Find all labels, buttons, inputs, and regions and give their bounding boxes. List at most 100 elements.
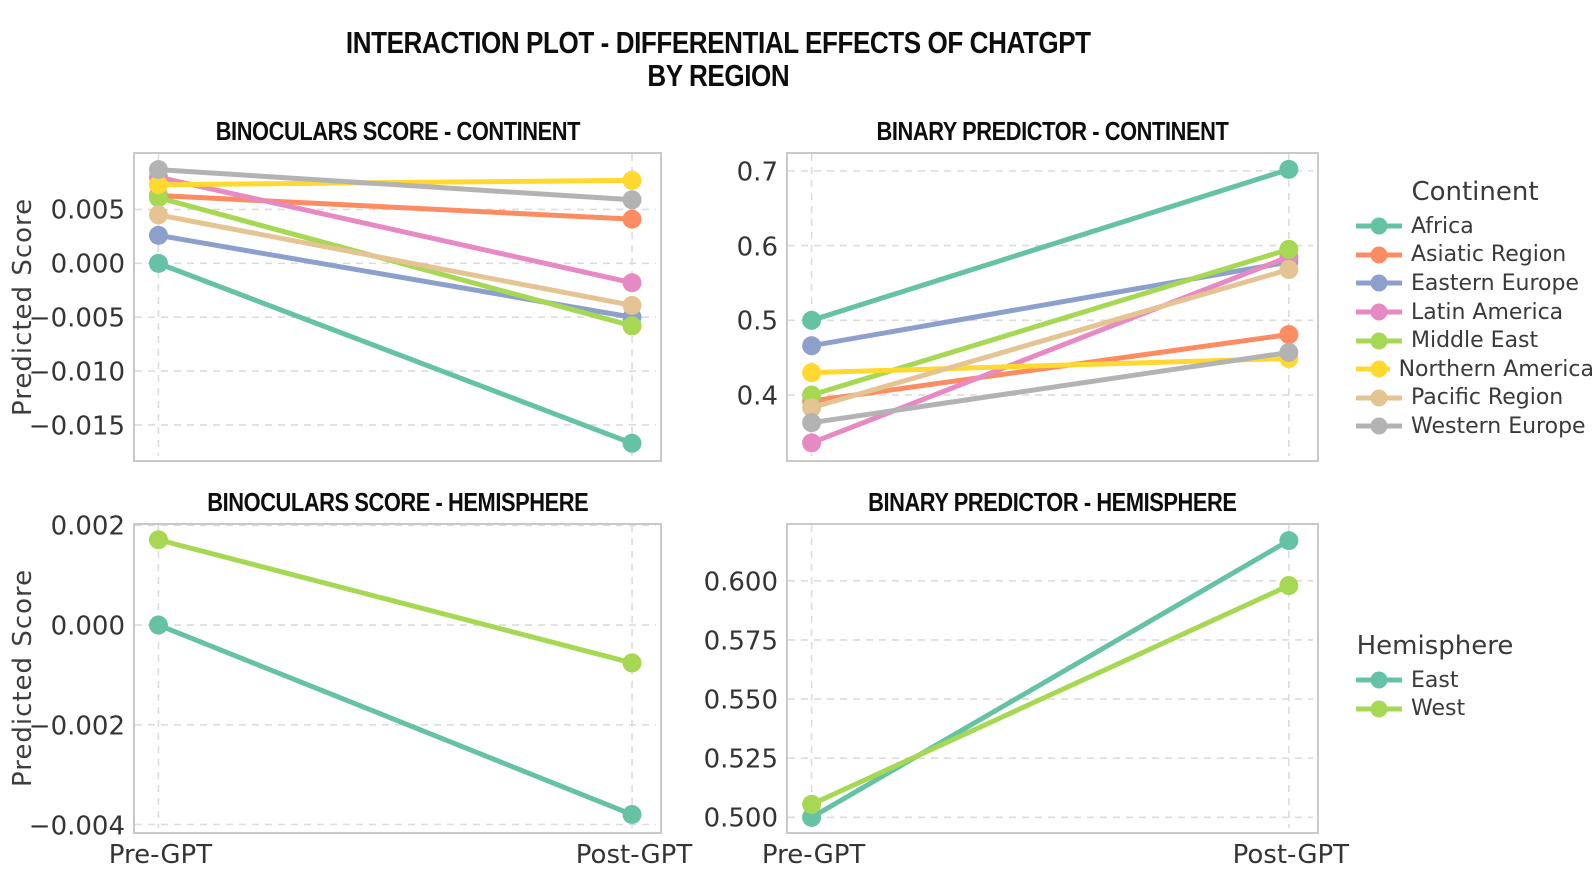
- legend-item-label: Middle East: [1411, 328, 1539, 354]
- subplot-title: BINOCULARS SCORE - HEMISPHERE: [135, 487, 660, 518]
- legend-marker-icon: [1356, 303, 1402, 321]
- series-marker-africa-post-gpt: [1279, 159, 1299, 179]
- y-tick-label: 0.000: [50, 611, 125, 642]
- panel-binoculars-score-continent: BINOCULARS SCORE - CONTINENT 0.005 0.000 −…: [29, 116, 662, 462]
- series-marker-latin-america-pre-gpt: [802, 433, 822, 453]
- legend-marker-icon: [1356, 417, 1402, 435]
- series-line-latin-america: [155, 174, 635, 286]
- legend-hemisphere-title: Hemisphere: [1356, 631, 1514, 661]
- legend-marker-dot: [1370, 700, 1388, 718]
- legend-marker-icon: [1356, 274, 1402, 292]
- legend-item-label: Asiatic Region: [1411, 242, 1567, 268]
- series-line-western-europe: [155, 167, 635, 203]
- legend-marker-dot: [1370, 217, 1388, 235]
- legend-continent: Continent Africa Asiatic Region Eastern Eu…: [1356, 176, 1593, 441]
- series-line-east: [809, 538, 1292, 820]
- legend-marker-dot: [1370, 274, 1388, 292]
- plot-area: [135, 524, 656, 828]
- plot-area: [788, 154, 1313, 456]
- y-tick-label: −0.010: [28, 357, 125, 388]
- y-tick-label: 0.5: [736, 306, 778, 337]
- legend-marker-dot: [1370, 303, 1388, 321]
- legend-marker-icon: [1356, 217, 1402, 235]
- main-title-text: INTERACTION PLOT - DIFFERENTIAL EFFECTS …: [346, 26, 1091, 92]
- y-tick-label: 0.550: [703, 685, 778, 716]
- series-line-east: [155, 622, 635, 818]
- y-tick-label: 0.525: [703, 744, 778, 775]
- series-marker-east-post-gpt: [1279, 531, 1299, 551]
- series-marker-west-pre-gpt: [802, 794, 822, 814]
- series-marker-east-pre-gpt: [148, 615, 168, 635]
- subplot-title-text: BINOCULARS SCORE - HEMISPHERE: [207, 487, 588, 517]
- series-line-western-europe: [809, 349, 1292, 426]
- series-line-northern-america: [809, 355, 1292, 376]
- y-tick-label: −0.015: [28, 411, 125, 442]
- series-marker-middle-east-post-gpt: [1279, 239, 1299, 259]
- series-marker-west-post-gpt: [1279, 576, 1299, 596]
- series-marker-east-pre-gpt: [802, 807, 822, 827]
- subplot-title-text: BINOCULARS SCORE - CONTINENT: [215, 116, 580, 146]
- series-marker-western-europe-post-gpt: [1279, 342, 1299, 362]
- series-marker-pacific-region-post-gpt: [1279, 260, 1299, 280]
- legend-hemisphere: Hemisphere East West: [1356, 630, 1514, 723]
- series-line-latin-america: [809, 254, 1292, 446]
- series-line-west: [155, 537, 635, 666]
- series-line-west: [809, 583, 1292, 807]
- series-line-eastern-europe: [809, 259, 1292, 349]
- panel-binary-predictor-continent: BINARY PREDICTOR - CONTINENT 0.7 0.6 0.5 0.…: [737, 116, 1319, 462]
- legend-marker-dot: [1370, 332, 1388, 350]
- legend-item-africa: Africa: [1356, 212, 1593, 241]
- legend-marker-dot: [1370, 417, 1388, 435]
- legend-item-label: Africa: [1411, 213, 1474, 239]
- y-tick-label: 0.002: [50, 511, 125, 542]
- legend-item-western-europe: Western Europe: [1356, 412, 1593, 441]
- y-tick-label: 0.575: [703, 626, 778, 657]
- series-line-middle-east: [809, 246, 1292, 398]
- panel-binoculars-score-hemisphere: BINOCULARS SCORE - HEMISPHERE 0.002 0.000…: [29, 487, 692, 870]
- series-line-pacific-region: [809, 267, 1292, 411]
- legend-hemisphere-items: East West: [1356, 666, 1514, 723]
- legend-marker-dot: [1370, 389, 1388, 407]
- legend-item-label: East: [1411, 667, 1459, 693]
- series-marker-pacific-region-pre-gpt: [802, 398, 822, 418]
- legend-marker-dot: [1370, 246, 1388, 264]
- y-tick-label: 0.4: [736, 381, 778, 412]
- series-marker-western-europe-pre-gpt: [148, 160, 168, 180]
- panel-binary-predictor-hemisphere: BINARY PREDICTOR - HEMISPHERE 0.600 0.575…: [704, 487, 1350, 870]
- series-marker-asiatic-region-post-gpt: [1279, 325, 1299, 345]
- series-line-pacific-region: [155, 212, 635, 308]
- legend-item-label: Pacific Region: [1411, 385, 1564, 411]
- y-tick-label: 0.600: [703, 567, 778, 598]
- y-tick-label: 0.500: [703, 803, 778, 834]
- legend-item-label: West: [1411, 696, 1466, 722]
- legend-item-pacific-region: Pacific Region: [1356, 384, 1593, 413]
- plot-area: [135, 154, 656, 456]
- legend-continent-title: Continent: [1411, 177, 1539, 207]
- legend-item-asiatic-region: Asiatic Region: [1356, 241, 1593, 270]
- subplot-title: BINARY PREDICTOR - HEMISPHERE: [788, 487, 1317, 518]
- subplot-title: BINARY PREDICTOR - CONTINENT: [788, 116, 1317, 147]
- series-marker-latin-america-post-gpt: [622, 273, 642, 293]
- legend-item-northern-america: Northern America: [1356, 355, 1593, 384]
- legend-marker-icon: [1356, 246, 1402, 264]
- legend-item-eastern-europe: Eastern Europe: [1356, 269, 1593, 298]
- legend-marker-icon: [1356, 360, 1390, 378]
- legend-continent-items: Africa Asiatic Region Eastern Europe Latin …: [1356, 212, 1593, 441]
- subplot-title-text: BINARY PREDICTOR - HEMISPHERE: [868, 487, 1237, 517]
- series-marker-western-europe-post-gpt: [622, 190, 642, 210]
- legend-item-label: Northern America: [1398, 356, 1593, 382]
- x-tick-label-pre-gpt: Pre-GPT: [761, 840, 866, 870]
- series-marker-west-post-gpt: [622, 653, 642, 673]
- series-marker-western-europe-pre-gpt: [802, 413, 822, 433]
- legend-item-label: Eastern Europe: [1411, 270, 1579, 296]
- series-marker-northern-america-pre-gpt: [802, 363, 822, 383]
- series-line-africa: [155, 260, 635, 446]
- series-marker-west-pre-gpt: [148, 530, 168, 550]
- series-marker-east-post-gpt: [622, 805, 642, 825]
- subplot-title-text: BINARY PREDICTOR - CONTINENT: [876, 116, 1229, 146]
- subplot-title: BINOCULARS SCORE - CONTINENT: [135, 116, 660, 147]
- legend-item-latin-america: Latin America: [1356, 298, 1593, 327]
- main-title-line2: BY REGION: [647, 58, 789, 93]
- main-title-line1: INTERACTION PLOT - DIFFERENTIAL EFFECTS …: [345, 25, 1091, 60]
- y-tick-label: 0.000: [50, 249, 125, 280]
